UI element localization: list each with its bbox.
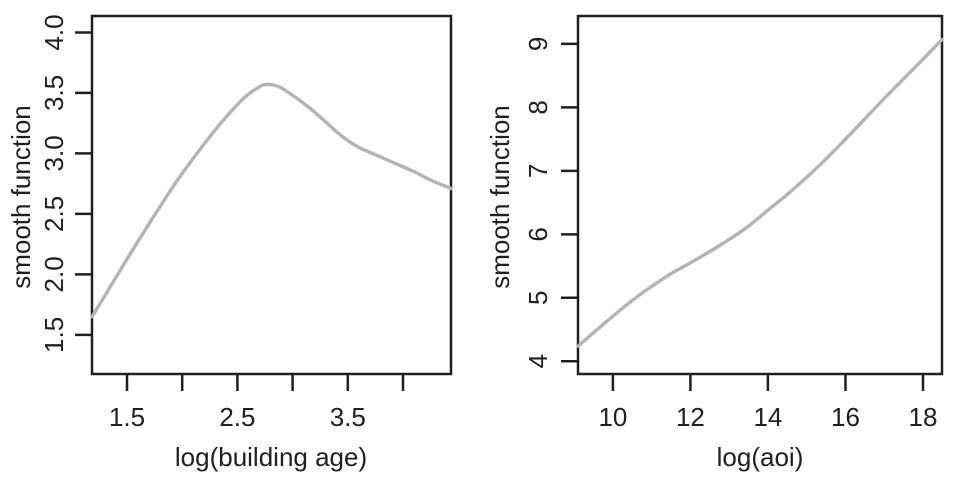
x-tick-label-left: 3.5 [330, 402, 366, 432]
plot-box-right [576, 14, 944, 376]
x-tick-label-right: 12 [676, 402, 705, 432]
smooth-curve-left [90, 82, 453, 319]
smooth-curve-right [576, 37, 944, 348]
y-tick-label-left: 2.0 [39, 256, 69, 292]
y-tick-label-right: 9 [523, 37, 553, 51]
right-y-axis-title: smooth function [485, 105, 515, 289]
x-tick-label-right: 10 [598, 402, 627, 432]
y-tick-label-left: 3.5 [39, 75, 69, 111]
y-tick-label-left: 1.5 [39, 317, 69, 353]
y-tick-label-right: 7 [523, 164, 553, 178]
x-tick-label-right: 14 [753, 402, 782, 432]
y-tick-label-left: 4.0 [39, 14, 69, 50]
y-tick-label-right: 8 [523, 100, 553, 114]
y-tick-label-right: 6 [523, 227, 553, 241]
left-y-axis-title: smooth function [6, 105, 36, 289]
x-tick-label-left: 1.5 [109, 402, 145, 432]
y-tick-label-right: 5 [523, 291, 553, 305]
y-tick-label-left: 2.5 [39, 196, 69, 232]
x-tick-label-right: 18 [909, 402, 938, 432]
x-tick-label-left: 2.5 [219, 402, 255, 432]
y-tick-label-left: 3.0 [39, 135, 69, 171]
x-tick-label-right: 16 [831, 402, 860, 432]
y-tick-label-right: 4 [523, 354, 553, 368]
right-x-axis-title: log(aoi) [716, 442, 804, 472]
left-x-axis-title: log(building age) [174, 442, 368, 472]
plot-box-left [90, 14, 453, 376]
